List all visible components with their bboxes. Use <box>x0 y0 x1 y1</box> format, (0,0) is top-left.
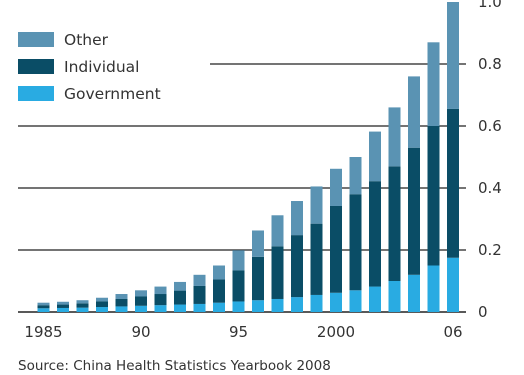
bar-segment-individual-1996 <box>252 256 264 301</box>
bar-segment-individual-1987 <box>76 303 89 308</box>
bar-segment-individual-2003 <box>388 166 401 281</box>
y-tick-label: 0.8 <box>478 55 502 73</box>
bar-segment-other-2003 <box>388 107 401 167</box>
bar-segment-individual-1997 <box>271 246 284 299</box>
bar-segment-government-1993 <box>193 303 206 312</box>
x-tick-label: 2000 <box>317 323 355 341</box>
bar-segment-other-2000 <box>330 168 342 206</box>
bar-segment-other-2004 <box>408 76 420 148</box>
bar-segment-government-2004 <box>408 274 420 312</box>
x-tick-label: 1985 <box>24 323 62 341</box>
x-axis-tick-labels: 1985 90 95 2000 06 <box>24 323 462 341</box>
bar-segment-government-1997 <box>271 298 284 312</box>
legend-swatch-individual <box>18 59 54 74</box>
source-note: Source: China Health Statistics Yearbook… <box>18 358 331 374</box>
bar-segment-other-1998 <box>291 201 303 236</box>
bar-segment-individual-1989 <box>115 298 128 307</box>
bar-segment-other-2002 <box>369 131 381 182</box>
legend-label-government: Government <box>64 85 161 103</box>
bar-segment-government-1988 <box>96 307 108 312</box>
bar-segment-government-2003 <box>388 281 401 312</box>
bar-segment-government-1991 <box>154 305 167 312</box>
bar-segment-government-2005 <box>427 265 440 312</box>
x-tick-label: 90 <box>131 323 150 341</box>
bar-segment-government-1994 <box>213 302 225 312</box>
bar-segment-individual-1999 <box>310 223 323 295</box>
bar-segment-government-1996 <box>252 300 264 312</box>
bar-segment-government-1995 <box>232 301 245 312</box>
bar-segment-other-2006 <box>447 2 459 109</box>
bar-segment-other-1993 <box>193 274 206 286</box>
bar-segment-government-2001 <box>349 290 362 312</box>
legend-label-other: Other <box>64 31 109 49</box>
y-tick-label: 0.2 <box>478 241 502 259</box>
bar-segment-individual-1993 <box>193 285 206 304</box>
bar-segment-other-1986 <box>57 301 69 305</box>
bar-segment-government-1990 <box>135 305 147 312</box>
bar-segment-other-1997 <box>271 215 284 247</box>
bar-segment-government-2006 <box>447 257 459 312</box>
bar-segment-other-1991 <box>154 286 167 295</box>
bar-segment-individual-2000 <box>330 205 342 293</box>
bar-segment-other-2005 <box>427 42 440 126</box>
bar-segment-individual-1998 <box>291 235 303 298</box>
x-tick-label: 95 <box>229 323 248 341</box>
bar-segment-individual-1994 <box>213 279 225 303</box>
bar-segment-other-1999 <box>310 186 323 224</box>
bar-segment-individual-2006 <box>447 108 459 258</box>
bar-segment-individual-1992 <box>174 290 186 305</box>
bar-segment-government-2000 <box>330 292 342 312</box>
bar-segment-other-1996 <box>252 230 264 257</box>
y-tick-label: 0 <box>478 303 488 321</box>
bar-segment-government-1992 <box>174 304 186 312</box>
x-tick-label: 06 <box>443 323 462 341</box>
y-tick-label: 0.4 <box>478 179 502 197</box>
bar-segment-individual-1985 <box>37 305 50 309</box>
bar-segment-individual-1986 <box>57 304 69 308</box>
bar-segment-other-1985 <box>37 302 50 306</box>
bar-segment-other-1995 <box>232 250 245 271</box>
bar-segment-government-1999 <box>310 294 323 312</box>
legend-swatch-other <box>18 32 54 47</box>
bar-segment-individual-1990 <box>135 296 147 306</box>
bar-segment-other-1988 <box>96 297 108 302</box>
bar-segment-other-1992 <box>174 281 186 291</box>
y-tick-label: 1.0 <box>478 0 502 11</box>
y-axis-tick-labels: 0 0.2 0.4 0.6 0.8 1.0 <box>478 0 502 321</box>
bar-segment-government-1998 <box>291 297 303 312</box>
y-tick-label: 0.6 <box>478 117 502 135</box>
bar-segment-other-1989 <box>115 294 128 299</box>
bar-segment-individual-2002 <box>369 181 381 287</box>
bar-segment-government-1985 <box>37 308 50 312</box>
legend: Other Individual Government <box>18 31 161 103</box>
bar-segment-individual-1988 <box>96 301 108 308</box>
legend-swatch-government <box>18 86 54 101</box>
bar-segment-individual-1995 <box>232 270 245 302</box>
bar-segment-government-1986 <box>57 307 69 312</box>
bar-segment-government-1987 <box>76 307 89 312</box>
legend-label-individual: Individual <box>64 58 140 76</box>
bar-segment-individual-2001 <box>349 194 362 291</box>
bars <box>37 2 459 312</box>
bar-segment-government-2002 <box>369 286 381 312</box>
bar-segment-individual-2004 <box>408 147 420 275</box>
bar-segment-other-1990 <box>135 290 147 297</box>
bar-segment-other-2001 <box>349 157 362 195</box>
bar-segment-individual-1991 <box>154 294 167 306</box>
bar-segment-government-1989 <box>115 306 128 312</box>
bar-segment-other-1994 <box>213 265 225 280</box>
bar-segment-other-1987 <box>76 300 89 304</box>
bar-segment-individual-2005 <box>427 126 440 266</box>
